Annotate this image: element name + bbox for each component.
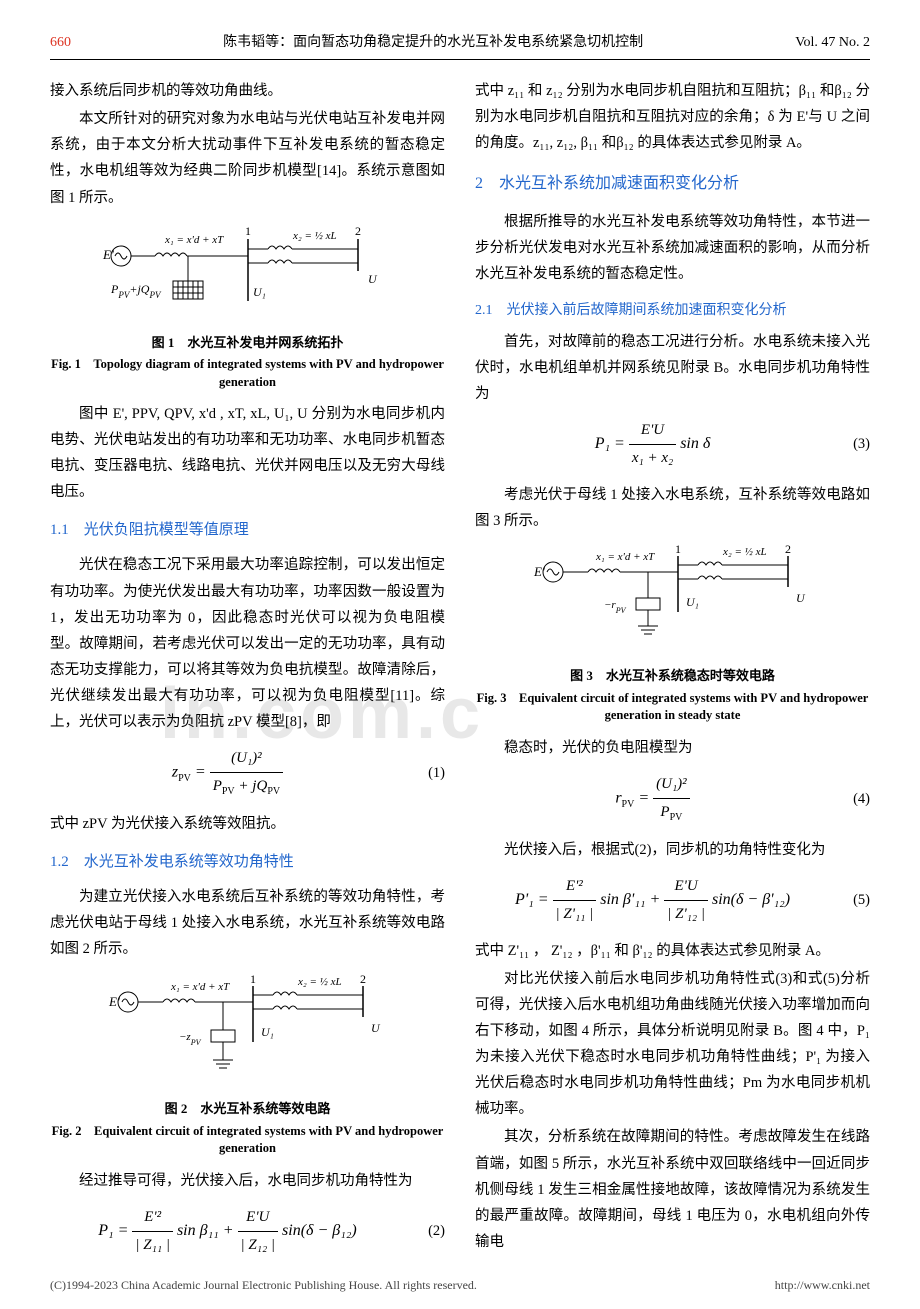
eq5-note: 式中 Z'₁₁ ， Z'₁₂ ，β'₁₁ 和 β'₁₂ 的具体表达式参见附录 A… <box>475 938 870 964</box>
svg-text:x₁ = x'd + xT: x₁ = x'd + xT <box>170 981 230 993</box>
eq2-number: (2) <box>405 1218 445 1244</box>
fig1-description: 图中 E', PPV, QPV, x'd , xT, xL, U₁, U 分别为… <box>50 401 445 505</box>
page-number: 660 <box>50 30 71 55</box>
section-2-1-p5: 对比光伏接入前后水电同步机功角特性式(3)和式(5)分析可得，光伏接入后水电机组… <box>475 966 870 1123</box>
svg-text:U₁: U₁ <box>686 595 699 609</box>
svg-text:−zPV: −zPV <box>179 1031 202 1047</box>
fig2-caption-en: Fig. 2 Equivalent circuit of integrated … <box>50 1123 445 1158</box>
fig2-after-text: 经过推导可得，光伏接入后，水电同步机功角特性为 <box>50 1168 445 1194</box>
header-issue: Vol. 47 No. 2 <box>795 30 870 55</box>
section-2-1-title: 2.1 光伏接入前后故障期间系统加速面积变化分析 <box>475 298 870 323</box>
svg-text:x₂ = ½ xL: x₂ = ½ xL <box>297 976 342 988</box>
fig1-caption-en: Fig. 1 Topology diagram of integrated sy… <box>50 356 445 391</box>
svg-text:2: 2 <box>785 544 791 556</box>
svg-text:1: 1 <box>675 544 681 556</box>
equation-3: P₁ = E'Ux₁ + x₂ sin δ (3) <box>475 417 870 472</box>
svg-text:U: U <box>796 591 806 605</box>
equation-2: P₁ = E'²| Z₁₁ | sin β₁₁ + E'U| Z₁₂ | sin… <box>50 1204 445 1259</box>
svg-text:E': E' <box>108 994 120 1009</box>
section-2-1-p6: 其次，分析系统在故障期间的特性。考虑故障发生在线路首端，如图 5 所示，水光互补… <box>475 1124 870 1254</box>
svg-text:x₂ = ½ xL: x₂ = ½ xL <box>722 546 767 558</box>
footer-copyright: (C)1994-2023 China Academic Journal Elec… <box>50 1275 477 1297</box>
svg-text:U: U <box>371 1021 381 1035</box>
intro-line: 接入系统后同步机的等效功角曲线。 <box>50 78 445 104</box>
svg-text:x₁ = x'd + xT: x₁ = x'd + xT <box>595 551 655 563</box>
right-column: 式中 z₁₁ 和 z₁₂ 分别为水电同步机自阻抗和互阻抗；β₁₁ 和β₁₂ 分别… <box>475 78 870 1269</box>
right-para1: 式中 z₁₁ 和 z₁₂ 分别为水电同步机自阻抗和互阻抗；β₁₁ 和β₁₂ 分别… <box>475 78 870 156</box>
svg-text:2: 2 <box>355 224 361 238</box>
svg-text:U₁: U₁ <box>253 285 266 299</box>
section-2-1-p2: 考虑光伏于母线 1 处接入水电系统，互补系统等效电路如图 3 所示。 <box>475 482 870 534</box>
svg-text:U: U <box>368 272 378 286</box>
header-title: 陈韦韬等：面向暂态功角稳定提升的水光互补发电系统紧急切机控制 <box>71 30 795 55</box>
page-header: 660 陈韦韬等：面向暂态功角稳定提升的水光互补发电系统紧急切机控制 Vol. … <box>50 30 870 60</box>
fig1-caption-cn: 图 1 水光互补发电并网系统拓扑 <box>50 331 445 354</box>
figure-3-diagram: E' x₁ = x'd + xT 1 x₂ = ½ xL 2 U U₁ <box>518 544 828 654</box>
figure-1-diagram: E' x₁ = x'd + xT 1 x₂ = ½ xL 2 U U₁ <box>93 221 403 321</box>
section-2-title: 2 水光互补系统加减速面积变化分析 <box>475 170 870 199</box>
svg-text:2: 2 <box>360 972 366 986</box>
svg-text:E': E' <box>533 564 545 579</box>
left-para1: 本文所针对的研究对象为水电站与光伏电站互补发电并网系统，由于本文分析大扰动事件下… <box>50 106 445 210</box>
section-1-2-title: 1.2 水光互补发电系统等效功角特性 <box>50 849 445 876</box>
section-2-1-p1: 首先，对故障前的稳态工况进行分析。水电系统未接入光伏时，水电机组单机并网系统见附… <box>475 329 870 407</box>
figure-2-diagram: E' x₁ = x'd + xT 1 x₂ = ½ xL 2 U U₁ <box>93 972 403 1087</box>
eq3-number: (3) <box>830 431 870 457</box>
svg-text:E': E' <box>102 247 114 262</box>
eq4-number: (4) <box>830 786 870 812</box>
section-1-2-body: 为建立光伏接入水电系统后互补系统的等效功角特性，考虑光伏电站于母线 1 处接入水… <box>50 884 445 962</box>
equation-4: rPV = (U₁)²PPV (4) <box>475 771 870 827</box>
section-1-1-body: 光伏在稳态工况下采用最大功率追踪控制，可以发出恒定有功功率。为使光伏发出最大有功… <box>50 552 445 735</box>
section-2-1-p4: 光伏接入后，根据式(2)，同步机的功角特性变化为 <box>475 837 870 863</box>
svg-text:1: 1 <box>245 224 251 238</box>
fig2-caption-cn: 图 2 水光互补系统等效电路 <box>50 1097 445 1120</box>
svg-text:x₂ = ½ xL: x₂ = ½ xL <box>292 230 337 242</box>
left-column: 接入系统后同步机的等效功角曲线。 本文所针对的研究对象为水电站与光伏电站互补发电… <box>50 78 445 1269</box>
svg-text:1: 1 <box>250 972 256 986</box>
eq1-number: (1) <box>405 760 445 786</box>
svg-text:x₁ = x'd + xT: x₁ = x'd + xT <box>164 234 224 246</box>
section-2-1-p3: 稳态时，光伏的负电阻模型为 <box>475 735 870 761</box>
eq5-number: (5) <box>830 887 870 913</box>
svg-text:−rPV: −rPV <box>604 599 627 615</box>
fig3-caption-en: Fig. 3 Equivalent circuit of integrated … <box>475 690 870 725</box>
fig3-caption-cn: 图 3 水光互补系统稳态时等效电路 <box>475 664 870 687</box>
eq1-note: 式中 zPV 为光伏接入系统等效阻抗。 <box>50 811 445 837</box>
equation-1: zPV = (U₁)² PPV + jQPV (1) <box>50 745 445 801</box>
footer-url: http://www.cnki.net <box>775 1275 870 1297</box>
svg-text:PPV+jQPV: PPV+jQPV <box>110 282 162 300</box>
page-footer: (C)1994-2023 China Academic Journal Elec… <box>50 1275 870 1297</box>
equation-5: P'₁ = E'²| Z'₁₁ | sin β'₁₁ + E'U| Z'₁₂ |… <box>475 873 870 928</box>
section-1-1-title: 1.1 光伏负阻抗模型等值原理 <box>50 517 445 544</box>
section-2-body: 根据所推导的水光互补发电系统等效功角特性，本节进一步分析光伏发电对水光互补系统加… <box>475 209 870 287</box>
svg-text:U₁: U₁ <box>261 1025 274 1039</box>
